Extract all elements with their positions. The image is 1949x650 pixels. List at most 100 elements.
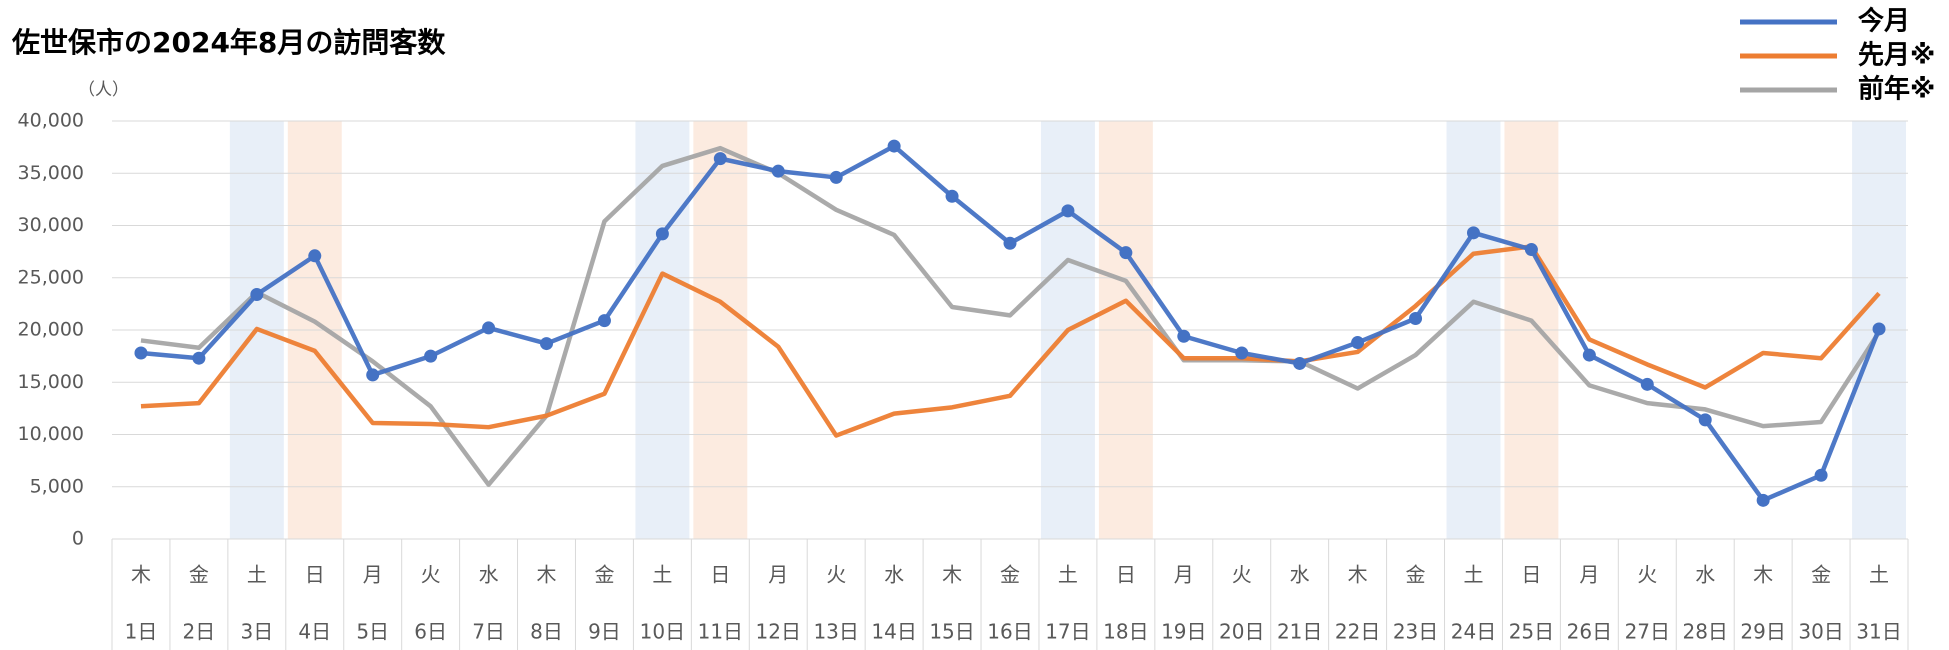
y-tick-label: 30,000 bbox=[18, 214, 84, 236]
x-tick-label: 25日 bbox=[1509, 620, 1554, 644]
weekday-label: 木 bbox=[1753, 563, 1773, 587]
y-tick-label: 5,000 bbox=[30, 475, 84, 497]
series-marker bbox=[1698, 413, 1712, 427]
weekday-label: 水 bbox=[1290, 563, 1310, 587]
x-tick-label: 1日 bbox=[125, 620, 158, 644]
x-tick-label: 10日 bbox=[640, 620, 685, 644]
y-tick-label: 35,000 bbox=[18, 162, 84, 184]
x-tick-label: 2日 bbox=[183, 620, 216, 644]
series-marker bbox=[1814, 468, 1828, 482]
weekday-label: 木 bbox=[537, 563, 557, 587]
series-marker bbox=[1061, 204, 1075, 218]
weekday-label: 水 bbox=[1695, 563, 1715, 587]
series-marker bbox=[366, 368, 380, 382]
weekday-label: 金 bbox=[594, 563, 614, 587]
x-tick-label: 8日 bbox=[530, 620, 563, 644]
x-tick-label: 13日 bbox=[813, 620, 858, 644]
series-marker bbox=[1119, 246, 1133, 260]
x-tick-label: 12日 bbox=[756, 620, 801, 644]
weekday-label: 土 bbox=[652, 563, 672, 587]
series-marker bbox=[713, 152, 727, 166]
x-tick-label: 30日 bbox=[1798, 620, 1843, 644]
x-tick-label: 23日 bbox=[1393, 620, 1438, 644]
x-tick-label: 20日 bbox=[1219, 620, 1264, 644]
weekday-label: 金 bbox=[189, 563, 209, 587]
x-tick-label: 5日 bbox=[356, 620, 389, 644]
series-marker bbox=[887, 139, 901, 153]
legend-label: 今月 bbox=[1858, 6, 1910, 37]
x-tick-label: 9日 bbox=[588, 620, 621, 644]
series-marker bbox=[1466, 226, 1480, 240]
weekday-label: 金 bbox=[1406, 563, 1426, 587]
x-tick-label: 31日 bbox=[1856, 620, 1901, 644]
x-tick-label: 24日 bbox=[1451, 620, 1496, 644]
y-tick-label: 20,000 bbox=[18, 319, 84, 341]
series-marker bbox=[1756, 493, 1770, 507]
x-tick-label: 11日 bbox=[698, 620, 743, 644]
x-tick-label: 18日 bbox=[1103, 620, 1148, 644]
x-tick-label: 29日 bbox=[1740, 620, 1785, 644]
y-tick-label: 25,000 bbox=[18, 266, 84, 288]
weekday-label: 日 bbox=[305, 563, 325, 587]
weekday-label: 火 bbox=[1637, 563, 1657, 587]
series-marker bbox=[1582, 348, 1596, 362]
y-tick-label: 40,000 bbox=[18, 110, 84, 132]
weekday-label: 土 bbox=[1058, 563, 1078, 587]
weekday-label: 月 bbox=[768, 563, 788, 587]
series-marker bbox=[1351, 336, 1365, 350]
series-marker bbox=[655, 227, 669, 241]
weekday-label: 金 bbox=[1000, 563, 1020, 587]
weekday-label: 土 bbox=[247, 563, 267, 587]
x-tick-label: 7日 bbox=[472, 620, 505, 644]
series-marker bbox=[1293, 356, 1307, 370]
series-marker bbox=[829, 170, 843, 184]
x-tick-label: 27日 bbox=[1625, 620, 1670, 644]
y-unit: （人） bbox=[78, 80, 129, 100]
weekday-label: 金 bbox=[1811, 563, 1831, 587]
weekday-label: 土 bbox=[1869, 563, 1889, 587]
series-marker bbox=[308, 249, 322, 263]
weekday-label: 木 bbox=[942, 563, 962, 587]
x-tick-label: 6日 bbox=[414, 620, 447, 644]
weekday-label: 月 bbox=[1174, 563, 1194, 587]
x-tick-label: 4日 bbox=[298, 620, 331, 644]
legend-label: 先月※ bbox=[1858, 41, 1935, 71]
series-marker bbox=[1177, 329, 1191, 343]
x-tick-label: 22日 bbox=[1335, 620, 1380, 644]
series-marker bbox=[1409, 312, 1423, 326]
weekday-label: 月 bbox=[363, 563, 383, 587]
x-tick-label: 14日 bbox=[871, 620, 916, 644]
series-marker bbox=[250, 287, 264, 301]
series-line bbox=[140, 244, 1881, 438]
x-tick-label: 15日 bbox=[929, 620, 974, 644]
series-marker bbox=[424, 349, 438, 363]
weekday-label: 木 bbox=[131, 563, 151, 587]
y-tick-label: 0 bbox=[72, 528, 84, 550]
series-marker bbox=[1872, 322, 1886, 336]
series-marker bbox=[1640, 377, 1654, 391]
legend-label: 前年※ bbox=[1858, 74, 1935, 105]
x-tick-label: 28日 bbox=[1682, 620, 1727, 644]
series-marker bbox=[1235, 346, 1249, 360]
weekday-label: 日 bbox=[710, 563, 730, 587]
y-tick-label: 10,000 bbox=[18, 423, 84, 445]
x-tick-label: 21日 bbox=[1277, 620, 1322, 644]
series-marker bbox=[134, 346, 148, 360]
x-tick-label: 3日 bbox=[240, 620, 273, 644]
chart-title: 佐世保市の2024年8月の訪問客数 bbox=[11, 26, 446, 59]
weekday-label: 火 bbox=[421, 563, 441, 587]
y-tick-label: 15,000 bbox=[18, 371, 84, 393]
series-marker bbox=[771, 164, 785, 178]
x-tick-label: 19日 bbox=[1161, 620, 1206, 644]
weekday-label: 木 bbox=[1348, 563, 1368, 587]
weekday-label: 火 bbox=[1232, 563, 1252, 587]
x-tick-label: 26日 bbox=[1567, 620, 1612, 644]
x-tick-label: 17日 bbox=[1045, 620, 1090, 644]
weekday-label: 日 bbox=[1521, 563, 1541, 587]
weekday-label: 水 bbox=[479, 563, 499, 587]
weekday-label: 月 bbox=[1579, 563, 1599, 587]
series-line bbox=[140, 143, 1882, 503]
series-marker bbox=[540, 337, 554, 351]
series-marker bbox=[1003, 236, 1017, 250]
